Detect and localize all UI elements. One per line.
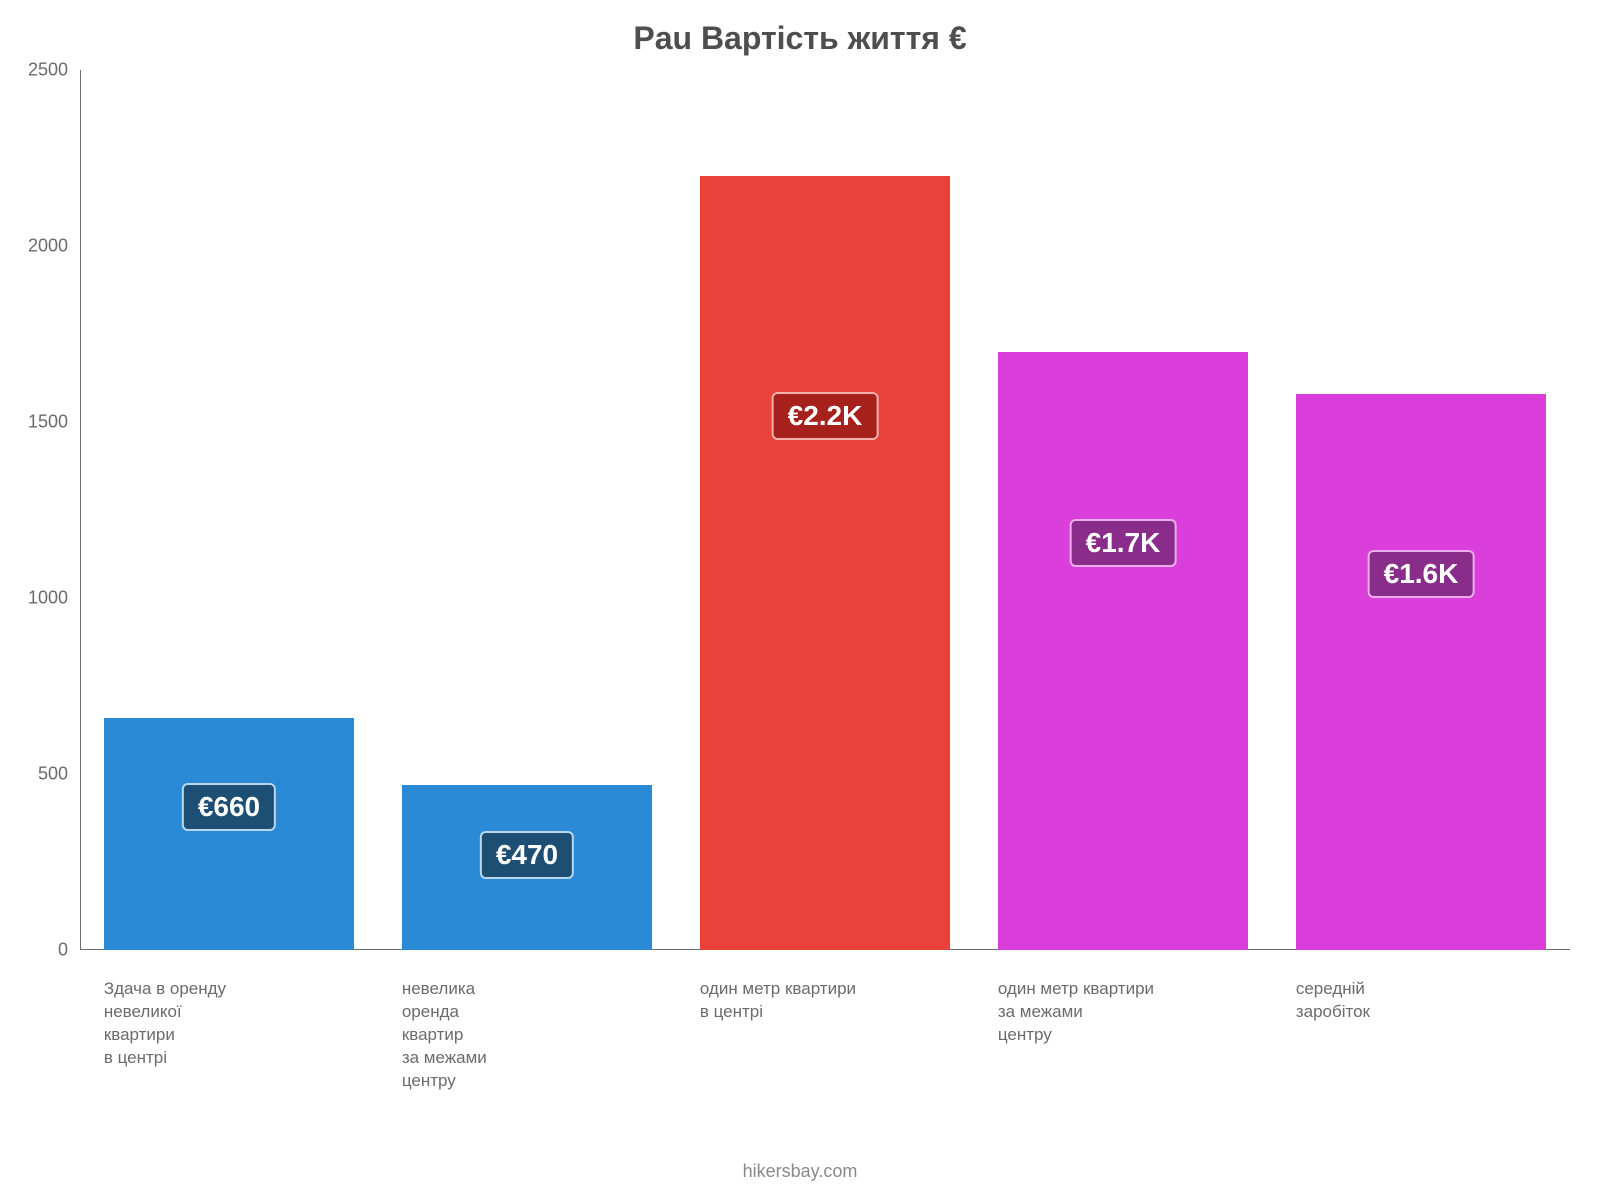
bar: €2.2K [700, 176, 950, 950]
bar: €470 [402, 785, 652, 950]
y-tick-label: 1500 [28, 412, 68, 433]
x-tick-label: один метр квартири в центрі [700, 978, 950, 1024]
bar: €1.7K [998, 352, 1248, 950]
value-badge: €1.6K [1368, 550, 1475, 598]
y-tick-label: 500 [38, 764, 68, 785]
plot-area: €660 €470 €2.2K €1.7K €1.6K [80, 70, 1570, 950]
chart-title: Pau Вартість життя € [0, 20, 1600, 57]
y-axis [80, 70, 81, 950]
y-tick-label: 0 [58, 940, 68, 961]
y-tick-label: 1000 [28, 588, 68, 609]
x-tick-label: середній заробіток [1296, 978, 1546, 1024]
value-badge: €660 [182, 783, 276, 831]
x-tick-label: один метр квартири за межами центру [998, 978, 1248, 1047]
value-badge: €1.7K [1070, 519, 1177, 567]
x-tick-label: Здача в оренду невеликої квартири в цент… [104, 978, 354, 1070]
value-badge: €2.2K [772, 392, 879, 440]
cost-of-living-chart: Pau Вартість життя € €660€470€2.2K€1.7K€… [0, 0, 1600, 1200]
bar: €660 [104, 718, 354, 950]
x-tick-label: невелика оренда квартир за межами центру [402, 978, 652, 1093]
chart-footer: hikersbay.com [0, 1161, 1600, 1182]
bar: €1.6K [1296, 394, 1546, 950]
y-tick-label: 2500 [28, 60, 68, 81]
value-badge: €470 [480, 831, 574, 879]
y-tick-label: 2000 [28, 236, 68, 257]
